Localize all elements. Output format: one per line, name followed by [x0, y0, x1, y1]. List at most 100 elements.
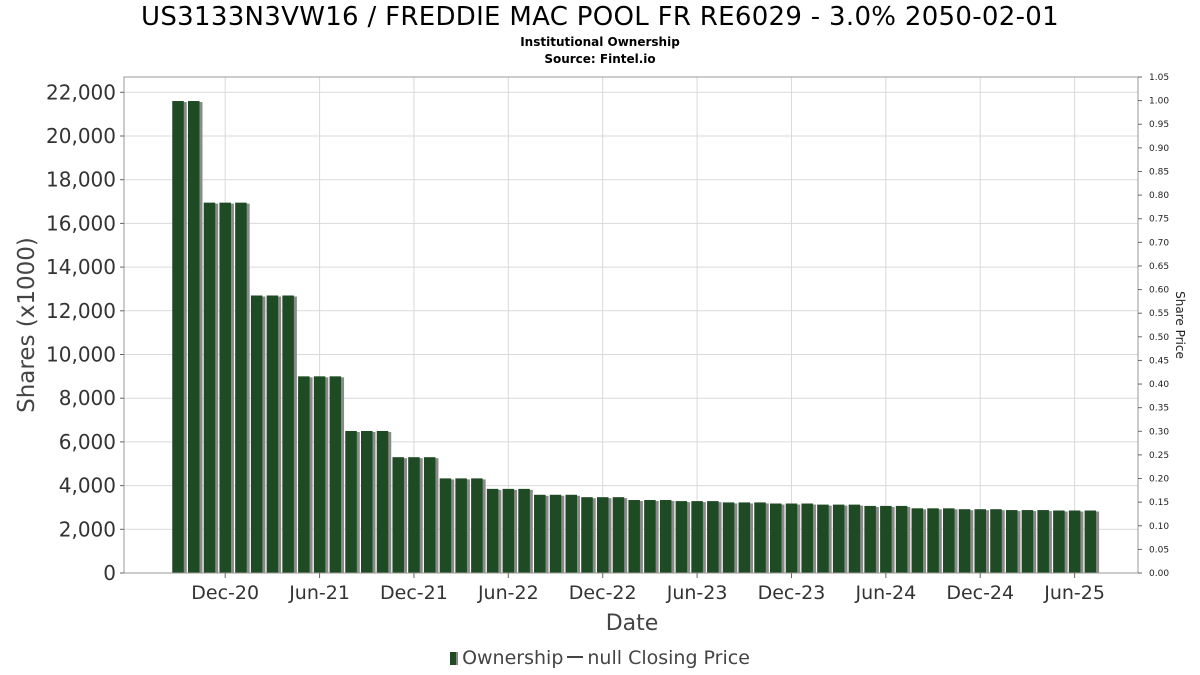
y2-tick-label: 0.65: [1149, 262, 1169, 272]
grid-lines: [124, 77, 1138, 574]
ownership-bar: [958, 509, 971, 573]
ownership-legend-swatch: [450, 652, 459, 665]
x-tick-label: Dec-22: [569, 582, 637, 604]
ownership-bar: [534, 494, 546, 573]
ownership-bar: [502, 488, 515, 573]
right-axis-ticks: 0.00 0.05 0.10 0.15 0.20 0.25 0.30 0.35 0.40 0.45…: [1138, 73, 1169, 579]
y2-tick-label: 0.25: [1149, 451, 1169, 461]
y2-tick-label: 0.75: [1149, 215, 1169, 225]
y2-tick-label: 0.00: [1149, 569, 1169, 579]
ownership-bar: [832, 504, 845, 573]
ownership-bar: [1084, 510, 1097, 573]
ownership-legend-label: Ownership: [462, 647, 564, 669]
x-axis-label: Date: [606, 611, 659, 636]
ownership-bar: [361, 430, 373, 573]
ownership-bar: [927, 508, 939, 573]
ownership-bar: [313, 376, 326, 573]
chart-source: Source: Fintel.io: [544, 52, 656, 66]
ownership-bar: [329, 376, 342, 573]
ownership-bar: [423, 457, 436, 573]
y-tick-label: 20,000: [46, 124, 116, 148]
chart-title: US3133N3VW16 / FREDDIE MAC POOL FR RE602…: [141, 2, 1059, 32]
ownership-bar: [203, 202, 216, 573]
ownership-bar: [864, 505, 876, 573]
y2-tick-label: 0.30: [1149, 427, 1169, 437]
y2-tick-label: 0.60: [1149, 286, 1169, 296]
ownership-bar: [817, 504, 829, 573]
ownership-bar: [880, 505, 892, 573]
ownership-bar: [691, 501, 703, 573]
ownership-bar: [298, 376, 310, 573]
ownership-bar: [345, 430, 357, 573]
ownership-bar: [943, 508, 955, 573]
y2-tick-label: 0.40: [1149, 380, 1169, 390]
y2-tick-label: 0.70: [1149, 238, 1169, 248]
y-tick-label: 10,000: [46, 342, 116, 366]
ownership-bar: [408, 457, 420, 573]
ownership-bar: [392, 457, 404, 573]
y-tick-label: 22,000: [46, 80, 116, 104]
ownership-bar: [581, 497, 593, 573]
x-tick-label: Dec-21: [380, 582, 448, 604]
ownership-bar: [722, 502, 735, 573]
ownership-bar: [266, 295, 279, 573]
y2-tick-label: 0.10: [1149, 522, 1169, 532]
y-axis-label: Shares (x1000): [14, 237, 40, 413]
x-tick-label: Jun-24: [854, 582, 916, 604]
price-legend-label: null Closing Price: [587, 647, 750, 669]
y-tick-label: 4,000: [59, 474, 116, 498]
ownership-bar: [974, 509, 986, 573]
y2-tick-label: 0.05: [1149, 545, 1169, 555]
ownership-bar: [848, 504, 861, 573]
x-axis-ticks: Dec-20 Jun-21 Dec-21 Jun-22 Dec-22 Jun-23 Dec-…: [191, 573, 1105, 604]
y-tick-label: 16,000: [46, 211, 116, 235]
price-legend-line: [567, 656, 584, 658]
ownership-bar: [518, 488, 530, 573]
ownership-bar: [644, 500, 656, 573]
ownership-bar: [282, 295, 294, 573]
ownership-bar: [1053, 510, 1065, 573]
x-tick-label: Jun-23: [666, 582, 728, 604]
ownership-bar: [659, 500, 672, 573]
ownership-bar: [675, 501, 688, 573]
ownership-bar: [895, 505, 908, 573]
x-tick-label: Dec-24: [946, 582, 1014, 604]
ownership-bar: [172, 101, 184, 573]
left-axis-ticks: 0 2,000 4,000 6,000 8,000 10,000 12,000 14,000 1…: [46, 80, 124, 585]
ownership-bar: [1005, 510, 1018, 573]
y-tick-label: 8,000: [59, 386, 116, 410]
y2-tick-label: 0.55: [1149, 309, 1169, 319]
ownership-bar: [250, 295, 263, 573]
bars-group: [172, 101, 1100, 573]
plot-frame: [123, 76, 1139, 574]
y2-tick-label: 0.80: [1149, 191, 1169, 201]
y-tick-label: 2,000: [59, 517, 116, 541]
y-tick-label: 14,000: [46, 255, 116, 279]
y2-tick-label: 0.90: [1149, 144, 1169, 154]
x-tick-label: Jun-22: [477, 582, 539, 604]
y-tick-label: 18,000: [46, 168, 116, 192]
ownership-bar: [235, 202, 247, 573]
ownership-bar: [990, 509, 1002, 573]
ownership-bar: [754, 502, 766, 573]
y-tick-label: 12,000: [46, 299, 116, 323]
y2-tick-label: 1.05: [1149, 73, 1169, 83]
ownership-bar: [769, 503, 782, 573]
right-axis-label: Share Price: [1173, 291, 1187, 359]
ownership-bar: [785, 503, 798, 573]
ownership-bar: [1068, 510, 1081, 573]
ownership-bar: [219, 202, 231, 573]
ownership-bar: [612, 497, 625, 573]
ownership-bar: [801, 503, 813, 573]
y-tick-label: 0: [103, 561, 116, 585]
ownership-bar: [549, 494, 562, 573]
ownership-bar: [1037, 510, 1049, 573]
ownership-bar: [455, 478, 467, 573]
y2-tick-label: 1.00: [1149, 97, 1169, 107]
x-tick-label: Jun-25: [1043, 582, 1105, 604]
ownership-bar: [471, 478, 483, 573]
ownership-bar: [628, 500, 640, 573]
ownership-bar: [738, 502, 751, 573]
y2-tick-label: 0.20: [1149, 475, 1169, 485]
